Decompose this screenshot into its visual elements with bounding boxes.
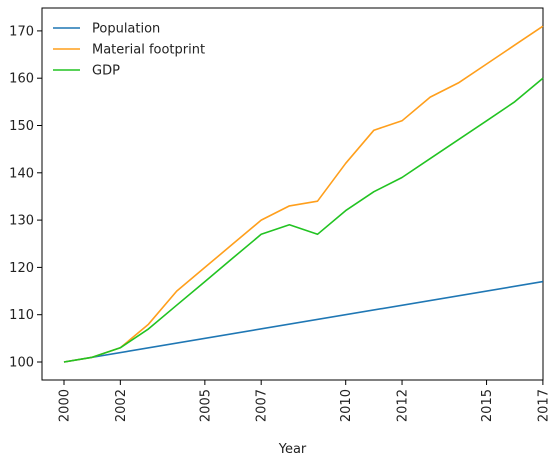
y-tick-label: 140 <box>9 166 34 181</box>
y-tick-label: 120 <box>9 261 34 276</box>
x-tick-label: 2012 <box>396 389 411 422</box>
legend: Population Material footprint GDP <box>53 22 205 79</box>
legend-label: GDP <box>92 64 120 79</box>
y-tick-label: 110 <box>9 308 34 323</box>
y-tick-label: 170 <box>9 24 34 39</box>
y-tick-label: 160 <box>9 72 34 87</box>
x-tick-label: 2015 <box>480 389 495 422</box>
x-tick-label: 2007 <box>255 389 270 422</box>
y-tick-label: 150 <box>9 119 34 134</box>
plot-frame <box>41 7 544 381</box>
series-layer <box>63 25 544 363</box>
y-tick-label: 130 <box>9 214 34 229</box>
x-tick-label: 2010 <box>339 389 354 422</box>
x-tick-label: 2002 <box>114 389 129 422</box>
gdp-line <box>63 77 544 363</box>
x-tick-label: 2000 <box>58 389 73 422</box>
legend-label: Population <box>92 22 160 37</box>
material-footprint-line <box>63 25 544 363</box>
y-tick-label: 100 <box>9 356 34 371</box>
x-tick-label: 2017 <box>536 389 550 422</box>
x-tick-label: 2005 <box>198 389 213 422</box>
x-axis-label: Year <box>278 442 307 457</box>
population-line <box>63 280 544 363</box>
legend-label: Material footprint <box>92 43 205 58</box>
